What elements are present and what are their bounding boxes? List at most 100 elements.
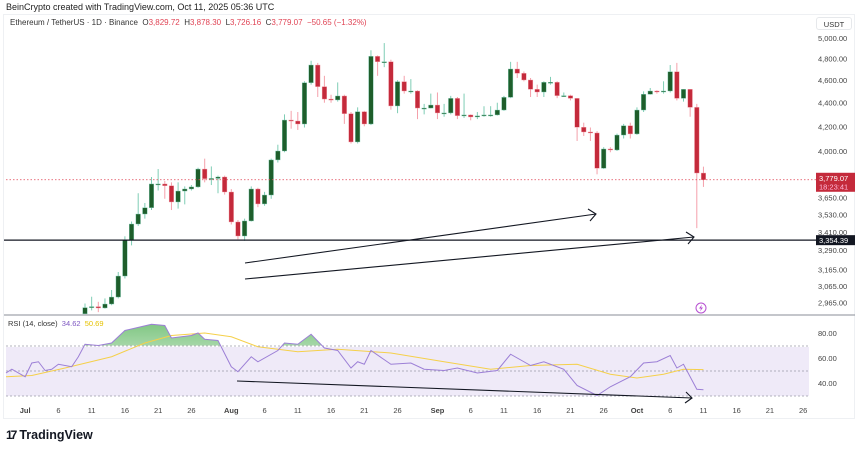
trend-arrow-lower[interactable]	[244, 231, 695, 280]
candle-body	[514, 68, 520, 74]
candle-body	[89, 306, 95, 308]
candle	[667, 65, 673, 93]
price-tick-label: 3,410.00	[818, 228, 847, 237]
candle-body	[481, 114, 487, 117]
candle	[514, 61, 520, 79]
candle-body	[95, 306, 101, 309]
candle	[375, 55, 381, 76]
candle	[454, 97, 460, 120]
candle	[494, 102, 500, 116]
candle-body	[255, 188, 261, 205]
candle-body	[162, 183, 168, 186]
candle	[634, 107, 640, 135]
candle-body	[355, 111, 361, 143]
candle	[654, 90, 660, 94]
time-tick-label: 11	[700, 406, 708, 415]
symbol-name: Ethereum / TetherUS · 1D · Binance	[10, 18, 138, 27]
rsi-band-background	[6, 347, 809, 396]
time-tick-label: 6	[469, 406, 473, 415]
candle	[661, 81, 667, 94]
candle-body	[634, 109, 640, 135]
time-tick-label: 16	[327, 406, 335, 415]
rsi-divergence-arrow[interactable]	[236, 380, 693, 404]
candle-body	[614, 134, 620, 151]
currency-unit-button[interactable]: USDT	[816, 17, 852, 30]
rsi-tick-label: 40.00	[818, 379, 837, 388]
candle	[355, 107, 361, 144]
rsi-ma-value: 50.69	[84, 319, 104, 328]
time-axis[interactable]: Jul 6 11 16 21 26 Aug 6 11 16 21 26 Sep 6 11 16 21 26 Oct 6…	[20, 406, 808, 415]
rsi-label: RSI (14, close)	[8, 319, 58, 328]
tradingview-logo[interactable]: 17 TradingView	[6, 428, 93, 442]
time-tick-label: 11	[88, 406, 96, 415]
close-value: 3,779.07	[271, 18, 303, 27]
candle	[142, 202, 148, 219]
candle	[228, 189, 234, 225]
candle-body	[488, 114, 494, 117]
candle-body	[687, 89, 693, 108]
candle	[401, 75, 407, 94]
candle	[361, 110, 367, 127]
candle	[381, 43, 387, 68]
price-tick-label: 4,800.00	[818, 55, 847, 64]
close-label: C	[265, 18, 272, 27]
candle	[674, 62, 680, 101]
candle	[448, 95, 454, 115]
candle-body	[341, 95, 347, 114]
time-tick-label: 26	[799, 406, 807, 415]
candle-body	[115, 275, 121, 298]
candle	[321, 75, 327, 103]
candle-body	[441, 112, 447, 115]
candle-body	[348, 113, 354, 143]
candle	[694, 103, 700, 229]
countdown-label: 18:23:41	[819, 182, 848, 191]
candle-body	[235, 221, 241, 237]
candle	[574, 98, 580, 141]
candle	[508, 61, 514, 99]
candle	[202, 158, 208, 183]
tradingview-logo-icon: 17	[6, 428, 17, 442]
rsi-tick-label: 60.00	[818, 354, 837, 363]
candle	[348, 112, 354, 144]
trend-arrow-upper[interactable]	[244, 208, 597, 264]
price-tick-label: 3,530.00	[818, 210, 847, 219]
price-tick-label: 3,065.00	[818, 282, 847, 291]
symbol-legend[interactable]: Ethereum / TetherUS · 1D · Binance O3,82…	[10, 18, 367, 27]
tradingview-logo-text: TradingView	[19, 428, 93, 442]
candle-body	[175, 190, 181, 203]
candle-body	[494, 109, 500, 116]
candle	[700, 166, 706, 187]
candle-body	[381, 61, 387, 63]
candle-body	[122, 239, 128, 277]
candle	[275, 144, 281, 163]
rsi-legend[interactable]: RSI (14, close) 34.62 50.69	[8, 319, 104, 328]
candle-body	[388, 61, 394, 107]
lightning-icon[interactable]	[695, 302, 707, 314]
price-tick-label: 2,965.00	[818, 299, 847, 308]
rsi-axis[interactable]: 80.00 60.00 40.00	[818, 329, 837, 388]
price-axis[interactable]: 5,000.00 4,800.00 4,600.00 4,400.00 4,200.00…	[818, 34, 847, 308]
candle-body	[508, 68, 514, 98]
candle	[468, 114, 474, 121]
candle	[341, 94, 347, 124]
rsi-overbought-fill	[6, 324, 704, 346]
candles-group	[82, 43, 706, 315]
candle-body	[428, 104, 434, 109]
candle-body	[142, 207, 148, 215]
candle	[308, 60, 314, 85]
candle-body	[581, 127, 587, 133]
candle	[681, 89, 687, 102]
candle-body	[168, 185, 174, 203]
candle	[188, 185, 194, 191]
time-tick-label: 6	[668, 406, 672, 415]
candle	[262, 191, 268, 206]
candle	[109, 290, 115, 306]
candle-body	[82, 307, 88, 315]
candle-body	[667, 71, 673, 92]
candle-body	[681, 89, 687, 99]
candle-body	[561, 95, 567, 97]
candle	[235, 220, 241, 240]
candle-body	[548, 82, 554, 84]
candle	[268, 158, 274, 199]
